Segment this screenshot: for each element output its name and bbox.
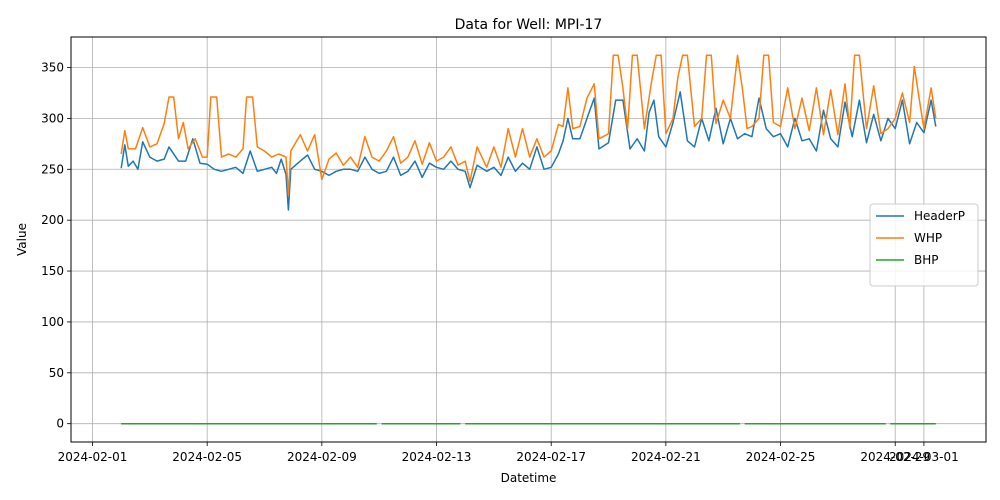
x-tick-label: 2024-02-29 bbox=[860, 450, 930, 464]
series-lines bbox=[120, 54, 937, 425]
x-tick-label: 2024-02-25 bbox=[746, 450, 816, 464]
y-tick-label: 0 bbox=[56, 417, 64, 431]
legend-label-headerp: HeaderP bbox=[914, 209, 965, 223]
plot-frame bbox=[70, 36, 987, 443]
x-tick-label: 2024-02-21 bbox=[631, 450, 701, 464]
legend-box bbox=[869, 203, 979, 287]
x-tick-label: 2024-02-13 bbox=[402, 450, 472, 464]
axis-ticks: 2024-02-01 2024-02-05 2024-02-09 2024-02-13… bbox=[41, 61, 959, 464]
y-tick-label: 300 bbox=[41, 111, 64, 125]
y-tick-label: 200 bbox=[41, 213, 64, 227]
y-tick-label: 150 bbox=[41, 264, 64, 278]
y-tick-label: 350 bbox=[41, 61, 64, 75]
x-tick-label: 2024-02-17 bbox=[516, 450, 586, 464]
x-tick-label: 2024-03-01 bbox=[889, 450, 959, 464]
legend-label-whp: WHP bbox=[914, 231, 942, 245]
x-tick-label: 2024-02-05 bbox=[172, 450, 242, 464]
y-tick-label: 50 bbox=[49, 366, 64, 380]
y-axis-label: Value bbox=[15, 223, 29, 256]
legend: HeaderP WHP BHP bbox=[869, 203, 979, 287]
y-tick-label: 100 bbox=[41, 315, 64, 329]
legend-label-bhp: BHP bbox=[914, 253, 939, 267]
x-axis-label: Datetime bbox=[501, 471, 557, 485]
x-tick-label: 2024-02-09 bbox=[287, 450, 357, 464]
series-line-whp bbox=[120, 54, 937, 196]
y-tick-label: 250 bbox=[41, 162, 64, 176]
x-tick-label: 2024-02-01 bbox=[58, 450, 128, 464]
chart-title: Data for Well: MPI-17 bbox=[455, 17, 603, 33]
